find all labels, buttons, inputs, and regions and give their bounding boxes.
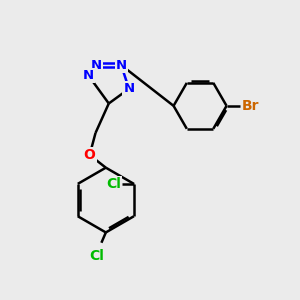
Text: N: N xyxy=(91,58,102,72)
Text: Cl: Cl xyxy=(106,177,121,191)
Text: N: N xyxy=(116,58,127,72)
Text: N: N xyxy=(123,82,134,95)
Text: N: N xyxy=(83,69,94,82)
Text: Br: Br xyxy=(242,99,260,113)
Text: O: O xyxy=(84,148,96,162)
Text: Cl: Cl xyxy=(90,249,104,263)
